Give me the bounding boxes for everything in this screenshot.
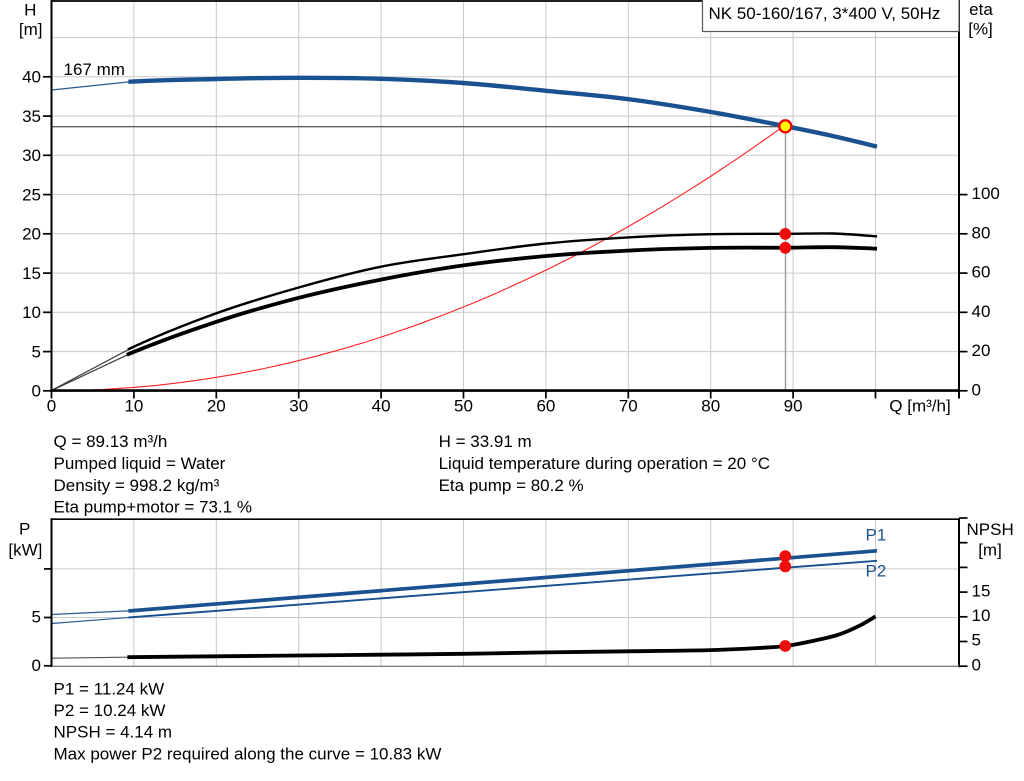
svg-text:5: 5 (972, 631, 981, 650)
svg-text:5: 5 (32, 607, 41, 626)
svg-text:30: 30 (22, 146, 41, 165)
svg-text:40: 40 (972, 302, 991, 321)
svg-text:Q = 89.13 m³/h: Q = 89.13 m³/h (54, 432, 168, 451)
svg-text:70: 70 (619, 396, 638, 415)
svg-text:15: 15 (22, 264, 41, 283)
svg-text:H = 33.91 m: H = 33.91 m (439, 432, 532, 451)
svg-text:Eta pump = 80.2 %: Eta pump = 80.2 % (439, 476, 584, 495)
svg-text:20: 20 (22, 225, 41, 244)
svg-text:0: 0 (47, 396, 56, 415)
svg-text:H: H (24, 1, 36, 20)
svg-text:[m]: [m] (19, 20, 43, 39)
svg-text:[m]: [m] (978, 540, 1002, 559)
svg-text:NK 50-160/167, 3*400 V, 50Hz: NK 50-160/167, 3*400 V, 50Hz (709, 4, 941, 23)
svg-text:10: 10 (22, 303, 41, 322)
svg-text:60: 60 (972, 263, 991, 282)
svg-text:P1: P1 (866, 526, 887, 545)
svg-text:80: 80 (701, 396, 720, 415)
svg-text:40: 40 (22, 68, 41, 87)
svg-text:100: 100 (972, 184, 1000, 203)
svg-text:Max power P2 required along th: Max power P2 required along the curve = … (54, 744, 442, 763)
svg-text:10: 10 (124, 396, 143, 415)
svg-text:Density = 998.2 kg/m³: Density = 998.2 kg/m³ (54, 476, 220, 495)
svg-text:P: P (19, 520, 30, 539)
svg-text:20: 20 (972, 341, 991, 360)
svg-text:80: 80 (972, 223, 991, 242)
svg-text:60: 60 (536, 396, 555, 415)
svg-text:Liquid temperature during oper: Liquid temperature during operation = 20… (439, 454, 770, 473)
svg-text:50: 50 (454, 396, 473, 415)
svg-text:25: 25 (22, 185, 41, 204)
svg-text:NPSH = 4.14 m: NPSH = 4.14 m (54, 723, 173, 742)
svg-text:[%]: [%] (968, 19, 993, 38)
svg-text:5: 5 (32, 342, 41, 361)
svg-text:40: 40 (372, 396, 391, 415)
svg-text:Eta pump+motor = 73.1 %: Eta pump+motor = 73.1 % (54, 498, 252, 517)
svg-text:[kW]: [kW] (8, 541, 42, 560)
svg-text:Q [m³/h]: Q [m³/h] (889, 396, 950, 415)
svg-text:0: 0 (32, 656, 41, 675)
svg-text:NPSH: NPSH (967, 520, 1014, 539)
svg-text:Pumped liquid = Water: Pumped liquid = Water (54, 454, 226, 473)
svg-text:P2: P2 (866, 561, 887, 580)
svg-text:0: 0 (32, 382, 41, 401)
svg-text:0: 0 (972, 655, 981, 674)
svg-text:P2 = 10.24 kW: P2 = 10.24 kW (54, 701, 166, 720)
svg-text:35: 35 (22, 107, 41, 126)
svg-text:eta: eta (969, 0, 993, 19)
svg-text:0: 0 (972, 380, 981, 399)
svg-text:P1 = 11.24 kW: P1 = 11.24 kW (54, 679, 165, 698)
svg-text:30: 30 (289, 396, 308, 415)
svg-text:10: 10 (972, 606, 991, 625)
svg-text:167 mm: 167 mm (64, 60, 125, 79)
svg-text:90: 90 (784, 396, 803, 415)
svg-text:15: 15 (972, 581, 991, 600)
svg-text:20: 20 (207, 396, 226, 415)
